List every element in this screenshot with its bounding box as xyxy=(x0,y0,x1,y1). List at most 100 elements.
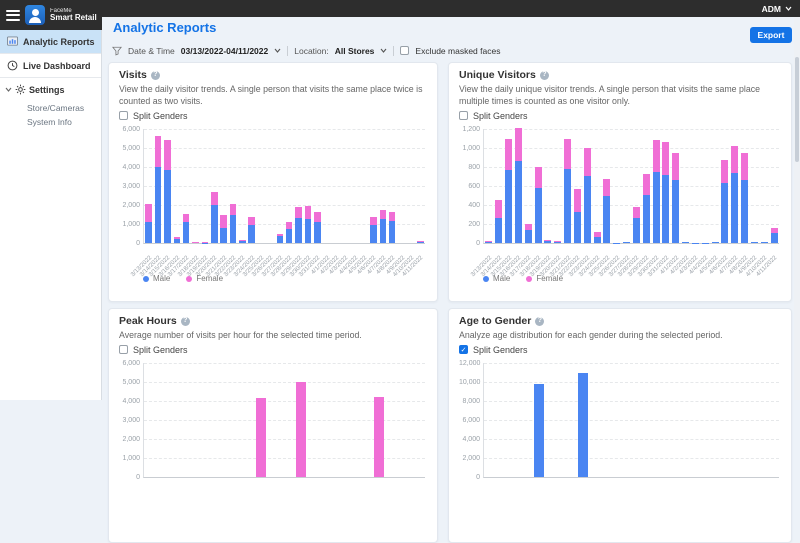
hamburger-menu-icon[interactable] xyxy=(6,10,20,21)
card-description: View the daily visitor trends. A single … xyxy=(119,83,427,107)
bar-male xyxy=(495,218,502,243)
separator xyxy=(287,46,288,56)
card-description: Average number of visits per hour for th… xyxy=(119,329,427,341)
bar-female xyxy=(771,228,778,233)
location-value[interactable]: All Stores xyxy=(335,46,375,56)
exclude-masked-faces-checkbox[interactable] xyxy=(400,46,409,55)
split-genders-label: Split Genders xyxy=(133,345,188,355)
sidebar-item-live-dashboard[interactable]: Live Dashboard xyxy=(0,54,101,78)
bar-female xyxy=(662,142,669,175)
bar-female xyxy=(296,382,306,477)
bar-female xyxy=(305,206,312,219)
bar-male xyxy=(525,230,532,243)
bar-female xyxy=(239,240,246,241)
bar-female xyxy=(574,189,581,212)
card-title: Unique Visitors xyxy=(459,69,536,81)
export-button[interactable]: Export xyxy=(750,27,792,43)
y-axis-tick-label: 0 xyxy=(119,240,140,248)
chevron-down-icon[interactable] xyxy=(380,48,387,53)
bar-female xyxy=(295,207,302,218)
sidebar-subitem-label: Store/Cameras xyxy=(27,103,84,113)
sidebar-item-settings[interactable]: Settings xyxy=(0,78,101,101)
bar-female xyxy=(174,237,181,239)
help-icon[interactable] xyxy=(535,317,544,326)
split-genders-label: Split Genders xyxy=(473,345,528,355)
bar-female xyxy=(741,153,748,180)
peak-hours-card: Peak Hours Average number of visits per … xyxy=(108,308,438,543)
brand-line2: Smart Retail xyxy=(50,14,97,22)
split-genders-checkbox[interactable] xyxy=(119,345,128,354)
y-axis-tick-label: 3,000 xyxy=(119,183,140,191)
top-bar: ADM xyxy=(0,0,800,17)
sidebar-subitem-system-info[interactable]: System Info xyxy=(0,115,101,129)
bar-male xyxy=(505,170,512,243)
bar-male xyxy=(534,384,544,477)
clock-icon xyxy=(7,60,18,71)
sidebar-subitem-store-cameras[interactable]: Store/Cameras xyxy=(0,101,101,115)
y-axis-tick-label: 2,000 xyxy=(459,455,480,463)
bar-female xyxy=(370,217,377,225)
chart-plot-area xyxy=(143,363,425,478)
y-axis-tick-label: 4,000 xyxy=(119,398,140,406)
separator xyxy=(393,46,394,56)
bar-male xyxy=(653,172,660,243)
sidebar-item-label: Analytic Reports xyxy=(23,37,95,47)
bar-chart-icon xyxy=(7,36,18,47)
y-axis-tick-label: 800 xyxy=(459,164,480,172)
bar-male xyxy=(239,241,246,243)
bar-male xyxy=(145,222,152,243)
split-genders-checkbox[interactable] xyxy=(119,111,128,120)
y-axis-tick-label: 10,000 xyxy=(459,379,480,387)
bar-male xyxy=(643,195,650,243)
scrollbar-thumb[interactable] xyxy=(795,57,799,162)
bar-female xyxy=(220,215,227,227)
bar-male xyxy=(389,221,396,243)
y-axis-tick-label: 5,000 xyxy=(119,379,140,387)
y-axis-tick-label: 1,200 xyxy=(459,126,480,134)
y-axis-tick-label: 3,000 xyxy=(119,417,140,425)
gridline xyxy=(484,420,779,421)
location-filter-label: Location: xyxy=(294,46,329,56)
gridline xyxy=(144,129,425,130)
bar-female xyxy=(145,204,152,222)
bar-male xyxy=(314,222,321,243)
bar-female xyxy=(721,160,728,183)
chevron-down-icon xyxy=(5,87,12,92)
filter-bar: Date & Time 03/13/2022-04/11/2022 Locati… xyxy=(112,44,500,57)
bar-female xyxy=(505,139,512,170)
y-axis-tick-label: 2,000 xyxy=(119,202,140,210)
help-icon[interactable] xyxy=(151,71,160,80)
bar-male xyxy=(751,242,758,243)
help-icon[interactable] xyxy=(181,317,190,326)
bar-male xyxy=(305,219,312,243)
split-genders-checkbox[interactable] xyxy=(459,345,468,354)
bar-female xyxy=(603,179,610,197)
bar-female xyxy=(164,140,171,169)
bar-male xyxy=(712,242,719,243)
bar-male xyxy=(623,242,630,243)
y-axis-tick-label: 1,000 xyxy=(119,221,140,229)
bar-female xyxy=(314,212,321,222)
bar-male xyxy=(220,228,227,243)
chevron-down-icon[interactable] xyxy=(274,48,281,53)
help-icon[interactable] xyxy=(540,71,549,80)
bar-female xyxy=(374,397,384,477)
bar-male xyxy=(741,180,748,243)
user-menu[interactable]: ADM xyxy=(762,0,792,17)
sidebar-item-analytic-reports[interactable]: Analytic Reports xyxy=(0,30,101,54)
gridline xyxy=(484,458,779,459)
bar-male xyxy=(192,242,199,243)
bar-male xyxy=(731,173,738,243)
bar-male xyxy=(574,212,581,243)
exclude-masked-faces-label: Exclude masked faces xyxy=(415,46,500,56)
split-genders-checkbox[interactable] xyxy=(459,111,468,120)
date-range-value[interactable]: 03/13/2022-04/11/2022 xyxy=(181,46,268,56)
gridline xyxy=(484,363,779,364)
user-menu-label: ADM xyxy=(762,4,781,14)
